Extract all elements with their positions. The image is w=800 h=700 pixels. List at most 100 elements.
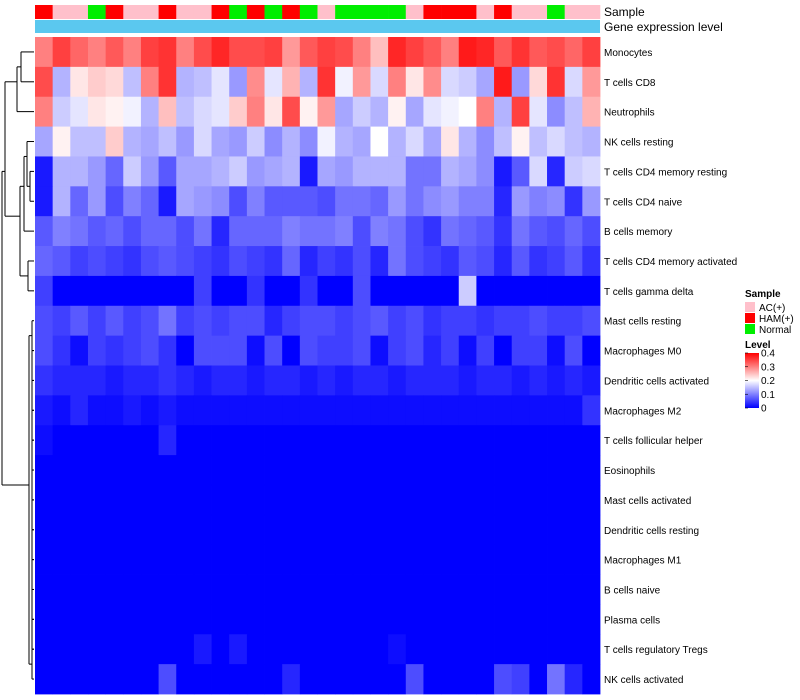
heatmap-cell — [158, 335, 177, 366]
heatmap-cell — [87, 156, 107, 187]
heatmap-cell — [264, 574, 283, 605]
heatmap-cell — [158, 96, 177, 127]
heatmap-cell — [441, 455, 460, 486]
heatmap-cell — [35, 275, 54, 307]
heatmap-cell — [123, 365, 142, 396]
heatmap-cell — [211, 305, 230, 337]
heatmap-cell — [317, 365, 336, 396]
heatmap-cell — [35, 425, 54, 456]
heatmap-cell — [229, 484, 248, 516]
heatmap-cell — [458, 425, 477, 456]
heatmap-cell — [370, 365, 389, 396]
heatmap-cell — [494, 484, 513, 516]
sample-annotation-bar — [35, 5, 601, 19]
heatmap-cell — [246, 37, 265, 68]
heatmap-cell — [405, 275, 424, 307]
sample-annotation-cell — [246, 5, 265, 19]
heatmap-cell — [511, 275, 530, 307]
heatmap-cell — [87, 305, 107, 337]
heatmap-cell — [317, 216, 336, 247]
heatmap-cell — [140, 604, 159, 635]
heatmap-cell — [105, 246, 124, 277]
heatmap-cell — [52, 275, 71, 307]
heatmap-cell — [282, 186, 301, 217]
heatmap-cell — [70, 96, 89, 127]
heatmap-cell — [193, 216, 212, 247]
heatmap-cell — [52, 156, 71, 187]
heatmap-cell — [176, 604, 195, 635]
heatmap-cell — [458, 395, 477, 426]
heatmap-cell — [547, 395, 566, 426]
heatmap-cell — [299, 664, 318, 695]
heatmap-cell — [476, 425, 495, 456]
heatmap-cell — [335, 574, 354, 605]
heatmap-cell — [458, 335, 477, 366]
heatmap-cell — [52, 574, 71, 605]
heatmap-cell — [423, 275, 442, 307]
heatmap-cell — [441, 335, 460, 366]
heatmap-cell — [423, 395, 442, 426]
heatmap-cell — [317, 37, 336, 68]
heatmap-cell — [370, 664, 389, 695]
heatmap-cell — [352, 634, 371, 665]
sample-annotation-cell — [317, 5, 336, 19]
heatmap-cell — [140, 156, 159, 187]
heatmap-cell — [423, 126, 442, 157]
heatmap-cell — [246, 604, 265, 635]
heatmap-cell — [458, 246, 477, 277]
heatmap-cell — [246, 395, 265, 426]
heatmap-cell — [35, 544, 54, 575]
heatmap-cell — [547, 37, 566, 68]
heatmap-cell — [123, 634, 142, 665]
heatmap-cell — [70, 246, 89, 277]
heatmap-cell — [388, 365, 407, 396]
heatmap-cell — [299, 126, 318, 157]
heatmap-cell — [388, 484, 407, 516]
row-label: T cells gamma delta — [604, 287, 694, 298]
heatmap-cell — [441, 186, 460, 217]
heatmap-cell — [264, 634, 283, 665]
heatmap-cell — [335, 395, 354, 426]
heatmap-cell — [123, 455, 142, 486]
sample-annotation-cell — [352, 5, 371, 19]
heatmap-cell — [511, 156, 530, 187]
sample-annotation-cell — [105, 5, 124, 19]
heatmap-cell — [193, 305, 212, 337]
heatmap-cell — [458, 216, 477, 247]
heatmap-cell — [193, 604, 212, 635]
heatmap-cell — [511, 634, 530, 665]
heatmap-cell — [564, 246, 583, 277]
heatmap-cell — [229, 455, 248, 486]
heatmap-cell — [529, 66, 548, 98]
heatmap-cell — [158, 455, 177, 486]
heatmap-cell — [582, 305, 601, 337]
heatmap-cell — [564, 186, 583, 217]
heatmap-cell — [511, 96, 530, 127]
heatmap-cell — [35, 455, 54, 486]
heatmap-cell — [246, 634, 265, 665]
heatmap-cell — [458, 634, 477, 665]
sample-legend-label: HAM(+) — [759, 314, 794, 325]
row-label: B cells naive — [604, 585, 661, 596]
heatmap-cell — [441, 425, 460, 456]
heatmap-cell — [299, 305, 318, 337]
heatmap-cell — [511, 604, 530, 635]
heatmap-cell — [458, 574, 477, 605]
heatmap-cell — [370, 514, 389, 546]
heatmap-cell — [211, 365, 230, 396]
heatmap-cell — [423, 574, 442, 605]
sample-annotation-cell — [211, 5, 230, 19]
heatmap-cell — [458, 275, 477, 307]
heatmap-cell — [299, 335, 318, 366]
heatmap-cell — [70, 544, 89, 575]
sample-annotation-cell — [564, 5, 583, 19]
heatmap-cell — [87, 96, 107, 127]
heatmap-cell — [193, 126, 212, 157]
heatmap-cell — [299, 514, 318, 546]
row-dendrogram — [1, 51, 34, 680]
heatmap-cell — [140, 305, 159, 337]
heatmap-cell — [476, 455, 495, 486]
heatmap-cell — [370, 96, 389, 127]
heatmap-cell — [176, 455, 195, 486]
heatmap-cell — [423, 37, 442, 68]
